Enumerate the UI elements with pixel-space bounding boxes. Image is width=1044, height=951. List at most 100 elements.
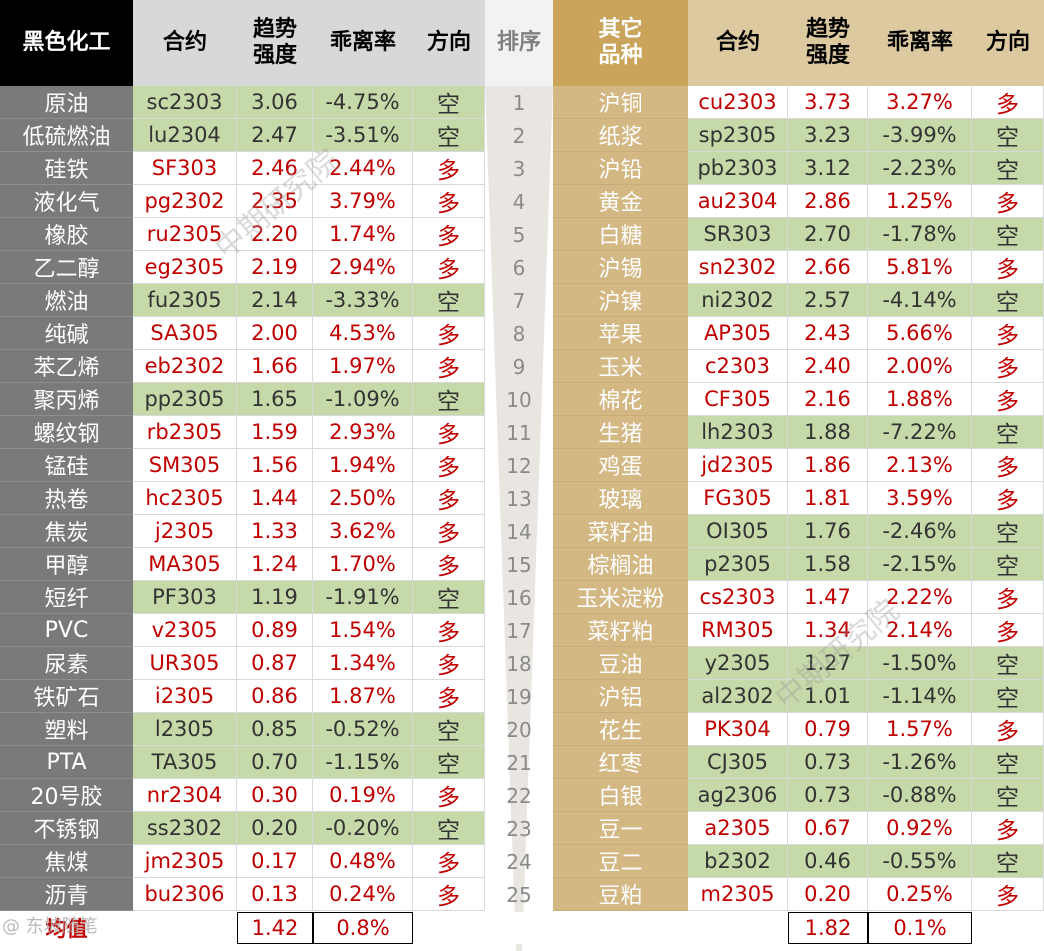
left-commodity-name: 燃油 [0, 284, 133, 317]
right-deviation-rate: -0.55% [868, 845, 972, 878]
right-trend-strength: 3.12 [788, 152, 868, 185]
left-trend-strength: 0.70 [237, 746, 313, 779]
right-contract-code: sp2305 [688, 119, 788, 152]
left-contract-code: rb2305 [133, 416, 237, 449]
rank-number: 21 [506, 750, 532, 775]
left-commodity-name: 锰硅 [0, 449, 133, 482]
left-deviation-rate: 0.24% [313, 878, 413, 911]
right-trend-strength: 0.79 [788, 713, 868, 746]
right-contract-header: 合约 [688, 0, 788, 86]
right-direction-tag: 多 [972, 317, 1044, 350]
left-deviation-rate: -1.91% [313, 581, 413, 614]
right-deviation-rate: 2.22% [868, 581, 972, 614]
rank-number: 6 [512, 255, 526, 280]
left-commodity-name: 铁矿石 [0, 680, 133, 713]
left-contract-code: UR305 [133, 647, 237, 680]
right-contract-code: al2302 [688, 680, 788, 713]
right-direction-tag: 多 [972, 383, 1044, 416]
right-commodity-name: 红枣 [553, 746, 688, 779]
right-contract-code: cu2303 [688, 86, 788, 119]
right-direction-tag: 多 [972, 713, 1044, 746]
left-sector-header: 黑色化工 [0, 0, 133, 86]
right-commodity-name: 鸡蛋 [553, 449, 688, 482]
right-average-deviation: 0.1% [868, 912, 972, 944]
left-direction-tag: 多 [413, 317, 485, 350]
right-commodity-name: 玉米淀粉 [553, 581, 688, 614]
right-contract-code: cs2303 [688, 581, 788, 614]
left-direction-tag: 多 [413, 779, 485, 812]
left-trend-strength: 1.59 [237, 416, 313, 449]
right-trend-strength: 0.73 [788, 746, 868, 779]
right-direction-tag: 多 [972, 350, 1044, 383]
left-trend-strength: 2.20 [237, 218, 313, 251]
left-contract-code: PF303 [133, 581, 237, 614]
right-deviation-header: 乖离率 [868, 0, 972, 86]
right-contract-code: au2304 [688, 185, 788, 218]
left-deviation-rate: -4.75% [313, 86, 413, 119]
left-contract-code: SM305 [133, 449, 237, 482]
right-deviation-rate: -2.15% [868, 548, 972, 581]
right-deviation-rate: -1.26% [868, 746, 972, 779]
left-commodity-name: 橡胶 [0, 218, 133, 251]
left-contract-code: MA305 [133, 548, 237, 581]
right-trend-strength: 0.67 [788, 812, 868, 845]
left-commodity-name: 20号胶 [0, 779, 133, 812]
right-commodity-name: 沪铝 [553, 680, 688, 713]
left-direction-tag: 多 [413, 449, 485, 482]
left-direction-tag: 空 [413, 86, 485, 119]
left-average-blank [133, 912, 237, 944]
left-commodity-name: 聚丙烯 [0, 383, 133, 416]
right-contract-code: AP305 [688, 317, 788, 350]
left-direction-tag: 多 [413, 251, 485, 284]
right-trend-strength: 1.47 [788, 581, 868, 614]
left-trend-strength: 2.00 [237, 317, 313, 350]
left-commodity-name: PVC [0, 614, 133, 647]
right-contract-code: FG305 [688, 482, 788, 515]
left-deviation-rate: 1.70% [313, 548, 413, 581]
right-direction-tag: 多 [972, 251, 1044, 284]
left-direction-tag: 多 [413, 845, 485, 878]
left-deviation-rate: 1.97% [313, 350, 413, 383]
left-contract-code: pp2305 [133, 383, 237, 416]
right-trend-strength: 2.16 [788, 383, 868, 416]
left-trend-strength: 0.13 [237, 878, 313, 911]
left-commodity-name: 液化气 [0, 185, 133, 218]
right-deviation-rate: 2.00% [868, 350, 972, 383]
left-direction-tag: 多 [413, 614, 485, 647]
right-trend-header: 趋势 强度 [788, 0, 868, 86]
right-contract-code: jd2305 [688, 449, 788, 482]
left-contract-code: SA305 [133, 317, 237, 350]
left-contract-code: TA305 [133, 746, 237, 779]
left-direction-tag: 空 [413, 746, 485, 779]
right-commodity-name: 豆粕 [553, 878, 688, 911]
left-trend-strength: 2.35 [237, 185, 313, 218]
left-contract-code: eb2302 [133, 350, 237, 383]
left-trend-strength: 0.89 [237, 614, 313, 647]
right-direction-tag: 空 [972, 515, 1044, 548]
right-contract-code: ni2302 [688, 284, 788, 317]
left-commodity-name: 焦炭 [0, 515, 133, 548]
left-trend-strength: 2.14 [237, 284, 313, 317]
right-trend-strength: 1.86 [788, 449, 868, 482]
right-average-name-blank [553, 912, 688, 944]
rank-number: 4 [512, 189, 526, 214]
left-commodity-name: 塑料 [0, 713, 133, 746]
right-direction-tag: 空 [972, 218, 1044, 251]
left-trend-strength: 0.20 [237, 812, 313, 845]
rank-number: 25 [506, 882, 532, 907]
left-contract-code: i2305 [133, 680, 237, 713]
left-deviation-rate: 1.34% [313, 647, 413, 680]
right-commodity-name: 棕榈油 [553, 548, 688, 581]
right-commodity-name: 沪铅 [553, 152, 688, 185]
rank-header: 排序 [485, 0, 553, 86]
right-deviation-rate: -2.46% [868, 515, 972, 548]
left-deviation-rate: 3.79% [313, 185, 413, 218]
left-deviation-rate: 0.19% [313, 779, 413, 812]
left-commodity-name: 热卷 [0, 482, 133, 515]
left-trend-strength: 1.56 [237, 449, 313, 482]
left-trend-strength: 1.19 [237, 581, 313, 614]
left-trend-strength: 1.66 [237, 350, 313, 383]
left-trend-strength: 3.06 [237, 86, 313, 119]
right-deviation-rate: 1.57% [868, 713, 972, 746]
right-deviation-rate: -2.23% [868, 152, 972, 185]
